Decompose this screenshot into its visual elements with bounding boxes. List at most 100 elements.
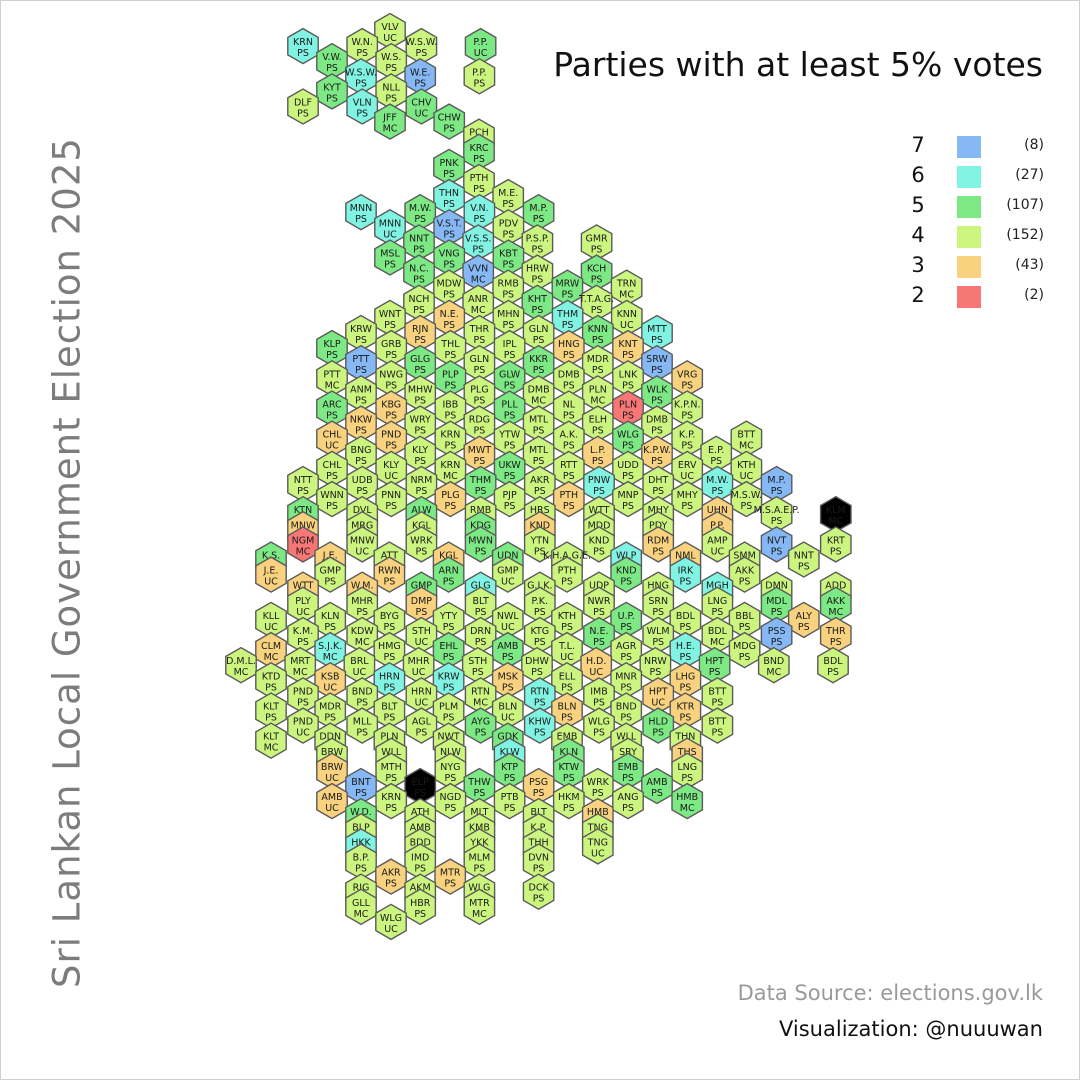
hex-code: SRY (619, 747, 637, 758)
hex-cell: W.S.W.PS (405, 27, 438, 65)
hex-type: PS (355, 365, 367, 376)
hex-code: KCH (587, 264, 607, 275)
hex-code: KND (529, 520, 550, 531)
hex-code: PNK (439, 158, 459, 169)
hex-type: PS (681, 380, 693, 391)
legend-row: 3 (43) (901, 253, 1051, 283)
hex-code: KHW (528, 717, 551, 728)
hex-code: IMD (411, 853, 429, 864)
hex-type: PS (591, 244, 603, 255)
hex-code: MDW (437, 279, 463, 290)
hex-code: AKK (735, 566, 755, 577)
hex-code: KNN (617, 309, 637, 320)
hex-code: DRN (470, 626, 491, 637)
hex-code: NWR (587, 596, 610, 607)
hex-type: PS (709, 667, 721, 678)
hex-code: WLG (617, 430, 639, 441)
hex-code: J.E. (322, 551, 338, 562)
hex-code: HPT (705, 656, 724, 667)
hex-code: HPT (649, 686, 668, 697)
hex-type: PS (622, 350, 634, 361)
hex-shape (463, 888, 496, 926)
hex-shape (760, 616, 793, 654)
hex-code: N.E. (589, 626, 608, 637)
hex-code: RTN (530, 686, 549, 697)
hex-code: WLG (588, 717, 610, 728)
hex-type: UC (474, 48, 488, 59)
hex-type: PS (474, 395, 486, 406)
hex-code: WLK (647, 384, 669, 395)
hex-type: PS (445, 411, 457, 422)
hex-code: BTT (708, 686, 726, 697)
hex-code: MDD (588, 520, 611, 531)
hex-code: WLL (381, 747, 402, 758)
hex-code: GLN (529, 324, 549, 335)
hex-type: PS (326, 93, 338, 104)
hex-type: PS (443, 682, 455, 693)
hex-type: PS (651, 788, 663, 799)
hex-type: PS (593, 607, 605, 618)
hex-type: PS (533, 864, 545, 875)
hex-type: PS (591, 275, 603, 286)
hex-code: MTL (529, 415, 549, 426)
legend-party-count: 6 (911, 163, 925, 187)
hex-type: PS (591, 305, 603, 316)
hex-code: BRL (350, 656, 369, 667)
hex-type: MC (383, 124, 398, 135)
hex-type: PS (326, 350, 338, 361)
hex-type: PS (324, 622, 336, 633)
hex-code: HLD (648, 717, 668, 728)
hex-code: UDP (589, 581, 609, 592)
hex-code: PTT (352, 354, 369, 365)
hex-code: ANM (350, 384, 372, 395)
hex-code: CHV (411, 98, 432, 109)
hex-type: UC (355, 546, 369, 557)
hex-code: W.S. (381, 52, 401, 63)
hex-code: PNW (588, 475, 611, 486)
hex-code: MNW (350, 535, 375, 546)
data-source-note: Data Source: elections.gov.lk (737, 981, 1043, 1005)
hex-type: PS (474, 864, 486, 875)
hex-code: BRW (321, 747, 344, 758)
hex-code: TNG (587, 837, 608, 848)
hex-type: MC (680, 803, 695, 814)
hex-code: B.P. (353, 853, 370, 864)
hex-type: PS (533, 335, 545, 346)
hex-code: CLM (261, 641, 281, 652)
hex-code: V.S.T. (437, 218, 462, 229)
legend-party-count: 7 (911, 133, 925, 157)
hex-type: PS (445, 380, 457, 391)
hex-type: PS (326, 63, 338, 74)
hex-code: WLG (468, 883, 490, 894)
hex-code: PLP (442, 369, 459, 380)
hex-type: PS (561, 682, 573, 693)
hex-type: PS (443, 260, 455, 271)
hex-type: PS (531, 667, 543, 678)
hex-type: PS (443, 290, 455, 301)
hex-code: H.E. (676, 641, 695, 652)
hex-code: ERV (678, 460, 697, 471)
hex-code: ARC (322, 400, 342, 411)
hex-code: MDR (319, 702, 342, 713)
hex-shape (522, 873, 555, 911)
hex-code: P.P. (473, 37, 488, 48)
hex-type: MC (325, 380, 340, 391)
hex-type: PS (472, 244, 484, 255)
hex-code: KSB (321, 671, 340, 682)
